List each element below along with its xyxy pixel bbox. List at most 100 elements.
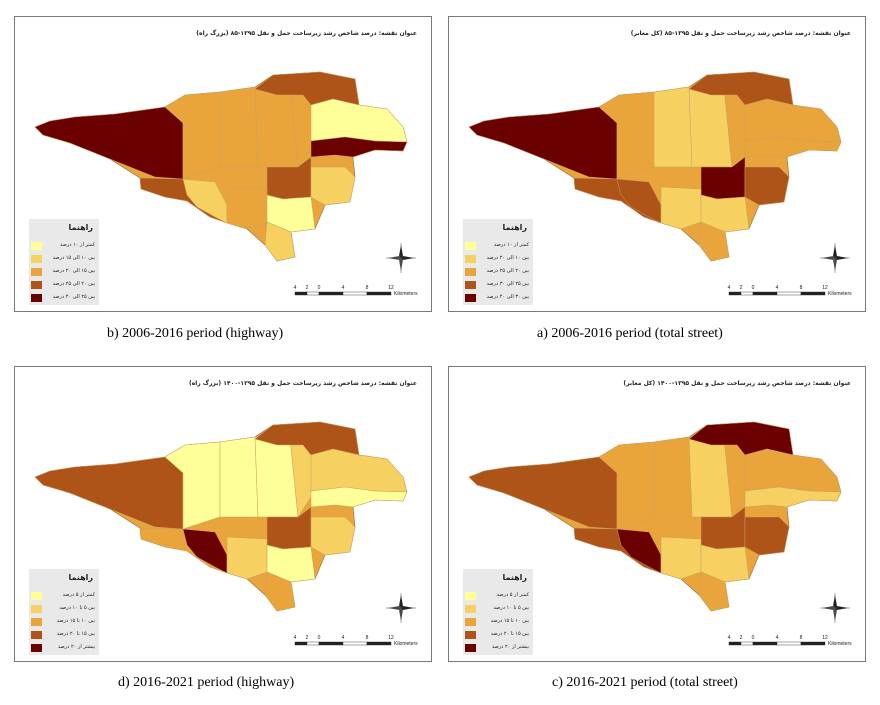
district-9 bbox=[310, 486, 408, 508]
legend-label: بین ۵ تا ۱۰ درصد bbox=[59, 605, 95, 611]
legend-swatch bbox=[31, 592, 42, 600]
district-15 bbox=[744, 516, 790, 556]
legend-row: بین ۵ تا ۱۰ درصد bbox=[465, 604, 531, 614]
scale-tick-label: 4 bbox=[342, 635, 345, 641]
legend: راهنما کمتر از ۱۰ درصد بین ۱۰ الی ۲۰ درصد… bbox=[463, 219, 533, 305]
district-9 bbox=[744, 136, 842, 158]
map-panel-d: عنوان نقشه: درصد شاخص رشد زیرساخت حمل و … bbox=[14, 366, 432, 662]
north-arrow-icon bbox=[386, 593, 416, 623]
scale-tick-label: 12 bbox=[388, 635, 394, 641]
map-title: عنوان نقشه: درصد شاخص رشد زیرساخت حمل و … bbox=[188, 380, 417, 387]
legend-swatch bbox=[465, 618, 476, 626]
legend-label: کمتر از ۱۰ درصد bbox=[59, 242, 95, 248]
scale-tick-label: 8 bbox=[366, 285, 369, 291]
legend-swatch bbox=[465, 605, 476, 613]
scale-unit-label: Kilometers bbox=[828, 291, 852, 297]
legend-label: بین ۲۰ الی ۲۵ درصد bbox=[486, 268, 529, 274]
scale-tick-label: 2 bbox=[740, 285, 743, 291]
district-14 bbox=[264, 571, 296, 612]
legend-label: کمتر از ۵ درصد bbox=[496, 592, 529, 598]
scale-tick-label: 4 bbox=[294, 635, 297, 641]
legend-label: کمتر از ۱۰ درصد bbox=[493, 242, 529, 248]
scale-tick-label: 4 bbox=[294, 285, 297, 291]
district-14 bbox=[698, 571, 730, 612]
legend-row: بین ۵ تا ۱۰ درصد bbox=[31, 604, 97, 614]
scale-tick-label: 0 bbox=[752, 635, 755, 641]
district-14 bbox=[698, 221, 730, 262]
scale-unit-label: Kilometers bbox=[394, 291, 418, 297]
district-15 bbox=[744, 166, 790, 206]
scale-tick-label: 12 bbox=[388, 285, 394, 291]
legend-row: کمتر از ۵ درصد bbox=[31, 591, 97, 601]
scale-tick-label: 4 bbox=[776, 635, 779, 641]
scale-tick-label: 8 bbox=[366, 635, 369, 641]
district-4 bbox=[219, 436, 259, 518]
legend-swatch bbox=[31, 281, 42, 289]
legend-label: بین ۲۵ الی ۴۰ درصد bbox=[52, 294, 95, 300]
legend-swatch bbox=[465, 631, 476, 639]
district-12 bbox=[660, 186, 702, 230]
map-title: عنوان نقشه: درصد شاخص رشد زیرساخت حمل و … bbox=[196, 30, 417, 37]
legend-label: بیشتر از ۲۰ درصد bbox=[57, 644, 95, 650]
legend-row: کمتر از ۵ درصد bbox=[465, 591, 531, 601]
legend-swatch bbox=[31, 294, 42, 302]
scale-unit-label: Kilometers bbox=[828, 641, 852, 647]
map-title: عنوان نقشه: درصد شاخص رشد زیرساخت حمل و … bbox=[623, 380, 851, 387]
legend-label: بین ۳۰ الی ۴۰ درصد bbox=[486, 294, 529, 300]
map-panel-b: عنوان نقشه: درصد شاخص رشد زیرساخت حمل و … bbox=[14, 16, 432, 312]
scale-tick-label: 12 bbox=[822, 285, 828, 291]
legend-swatch bbox=[465, 281, 476, 289]
legend-row: بین ۱۵ الی ۲۰ درصد bbox=[31, 267, 97, 277]
legend-row: بین ۱۵ تا ۲۰ درصد bbox=[465, 630, 531, 640]
legend-row: بین ۱۰ الی ۱۵ درصد bbox=[31, 254, 97, 264]
caption-c: c) 2016-2021 period (total street) bbox=[552, 675, 738, 690]
district-8 bbox=[310, 448, 408, 493]
legend-row: بین ۱۰ تا ۱۵ درصد bbox=[31, 617, 97, 627]
district-map bbox=[34, 421, 408, 612]
district-9 bbox=[744, 486, 842, 508]
map-panel-a: عنوان نقشه: درصد شاخص رشد زیرساخت حمل و … bbox=[448, 16, 866, 312]
legend-row: بین ۲۵ الی ۴۰ درصد bbox=[31, 293, 97, 303]
legend-swatch bbox=[465, 644, 476, 652]
district-4 bbox=[653, 86, 693, 168]
legend-swatch bbox=[31, 618, 42, 626]
district-4 bbox=[653, 436, 693, 518]
district-map bbox=[468, 71, 842, 262]
scale-tick-label: 0 bbox=[318, 285, 321, 291]
scale-tick-label: 4 bbox=[728, 285, 731, 291]
legend-label: بین ۱۰ تا ۱۵ درصد bbox=[56, 618, 95, 624]
district-1 bbox=[34, 456, 184, 530]
caption-d: d) 2016-2021 period (highway) bbox=[118, 675, 295, 690]
legend-swatch bbox=[465, 268, 476, 276]
legend-swatch bbox=[465, 255, 476, 263]
district-8 bbox=[310, 98, 408, 143]
legend: راهنما کمتر از ۵ درصد بین ۵ تا ۱۰ درصد بین… bbox=[29, 569, 99, 655]
legend-row: بین ۳۰ الی ۴۰ درصد bbox=[465, 293, 531, 303]
scale-tick-label: 0 bbox=[318, 635, 321, 641]
district-12 bbox=[226, 186, 268, 230]
district-8 bbox=[744, 448, 842, 493]
legend-row: بین ۱۵ تا ۲۰ درصد bbox=[31, 630, 97, 640]
scale-tick-label: 4 bbox=[342, 285, 345, 291]
district-15 bbox=[310, 516, 356, 556]
district-11 bbox=[182, 178, 228, 224]
map-title: عنوان نقشه: درصد شاخص رشد زیرساخت حمل و … bbox=[630, 30, 851, 37]
legend-label: بین ۱۵ تا ۲۰ درصد bbox=[490, 631, 529, 637]
legend: راهنما کمتر از ۵ درصد بین ۵ تا ۱۰ درصد بین… bbox=[463, 569, 533, 655]
legend-row: کمتر از ۱۰ درصد bbox=[31, 241, 97, 251]
scale-tick-label: 8 bbox=[800, 635, 803, 641]
legend-label: بین ۱۵ الی ۲۰ درصد bbox=[52, 268, 95, 274]
legend-label: بین ۵ تا ۱۰ درصد bbox=[493, 605, 529, 611]
legend-title: راهنما bbox=[502, 223, 527, 232]
district-11 bbox=[182, 528, 228, 574]
scale-tick-label: 2 bbox=[306, 285, 309, 291]
legend-swatch bbox=[465, 294, 476, 302]
legend: راهنما کمتر از ۱۰ درصد بین ۱۰ الی ۱۵ درصد… bbox=[29, 219, 99, 305]
district-11 bbox=[616, 528, 662, 574]
caption-b: b) 2006-2016 period (highway) bbox=[107, 326, 284, 341]
legend-label: بین ۱۰ الی ۲۰ درصد bbox=[486, 255, 529, 261]
north-arrow-icon bbox=[820, 593, 850, 623]
scale-tick-label: 4 bbox=[728, 635, 731, 641]
